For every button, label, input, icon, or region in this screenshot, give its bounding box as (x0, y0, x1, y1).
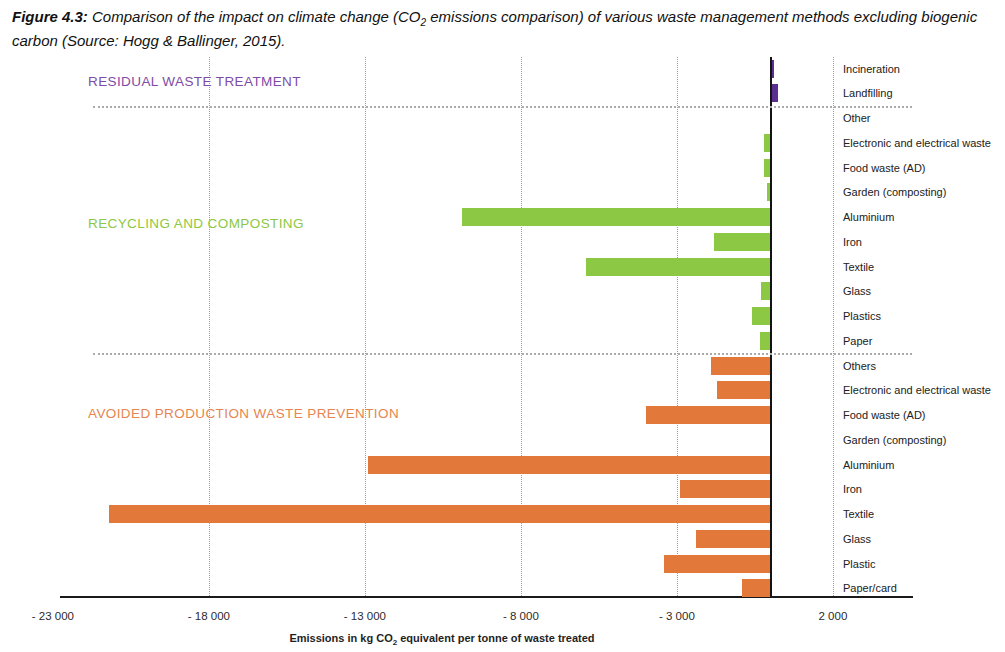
bar-recycling-and-composting-iron (714, 233, 770, 251)
row-label-plastic: Plastic (843, 558, 875, 570)
tick-label--18000: - 18 000 (188, 610, 230, 622)
row-label-paper-card: Paper/card (843, 582, 897, 594)
bar-recycling-and-composting-plastics (752, 307, 771, 325)
row-label-textile: Textile (843, 261, 874, 273)
tick-label--23000: - 23 000 (32, 610, 74, 622)
tick-label-2000: 2 000 (819, 610, 848, 622)
group-label-recycling-and-composting: RECYCLING AND COMPOSTING (88, 215, 304, 230)
bar-avoided-production-waste-prevention-textile (109, 505, 770, 523)
row-label-aluminium: Aluminium (843, 211, 894, 223)
bar-avoided-production-waste-prevention-food-waste-ad (646, 406, 771, 424)
row-label-aluminium: Aluminium (843, 459, 894, 471)
group-label-avoided-production-waste-prevention: AVOIDED PRODUCTION WASTE PREVENTION (88, 405, 399, 420)
row-label-others: Others (843, 360, 876, 372)
row-label-incineration: Incineration (843, 63, 900, 75)
zero-axis-line (770, 57, 772, 596)
gridline-2000 (833, 57, 834, 596)
row-label-textile: Textile (843, 508, 874, 520)
row-label-iron: Iron (843, 483, 862, 495)
bar-avoided-production-waste-prevention-electronic-and-electrical-waste (717, 381, 770, 399)
bar-recycling-and-composting-aluminium (462, 208, 771, 226)
group-label-residual-waste-treatment: RESIDUAL WASTE TREATMENT (88, 74, 301, 89)
row-label-electronic-and-electrical-waste: Electronic and electrical waste (843, 384, 991, 396)
row-label-glass: Glass (843, 533, 871, 545)
bar-avoided-production-waste-prevention-others (711, 357, 770, 375)
group-separator-1 (93, 106, 912, 108)
figure-4-3-page: Figure 4.3: Comparison of the impact on … (0, 0, 1005, 652)
bar-avoided-production-waste-prevention-aluminium (368, 456, 770, 474)
row-label-garden-composting: Garden (composting) (843, 434, 946, 446)
axis-title-text-1: Emissions in kg CO (289, 632, 392, 644)
tick-label--13000: - 13 000 (344, 610, 386, 622)
x-axis-title: Emissions in kg CO2 equivalent per tonne… (60, 632, 824, 647)
figure-caption: Figure 4.3: Comparison of the impact on … (12, 6, 980, 53)
row-label-food-waste-ad: Food waste (AD) (843, 409, 926, 421)
bar-avoided-production-waste-prevention-iron (680, 480, 770, 498)
row-label-paper: Paper (843, 335, 872, 347)
bar-avoided-production-waste-prevention-glass (696, 530, 771, 548)
plot-area: IncinerationLandfillingOtherElectronic a… (60, 57, 913, 598)
row-label-plastics: Plastics (843, 310, 881, 322)
bar-recycling-and-composting-textile (586, 258, 770, 276)
axis-title-text-2: equivalent per tonne of waste treated (397, 632, 594, 644)
bar-avoided-production-waste-prevention-plastic (664, 555, 770, 573)
bar-residual-waste-treatment-landfilling (771, 84, 779, 102)
x-axis-tick-labels: - 23 000- 18 000- 13 000- 8 000- 3 0002 … (60, 610, 913, 626)
row-label-food-waste-ad: Food waste (AD) (843, 162, 926, 174)
tick-label--8000: - 8 000 (503, 610, 539, 622)
tick-label--3000: - 3 000 (659, 610, 695, 622)
row-label-garden-composting: Garden (composting) (843, 186, 946, 198)
row-label-iron: Iron (843, 236, 862, 248)
caption-text-1: Comparison of the impact on climate chan… (88, 8, 421, 25)
row-label-other: Other (843, 112, 871, 124)
figure-label: Figure 4.3: (12, 8, 88, 25)
row-label-glass: Glass (843, 285, 871, 297)
group-separator-2 (93, 353, 912, 355)
row-label-electronic-and-electrical-waste: Electronic and electrical waste (843, 137, 991, 149)
row-label-landfilling: Landfilling (843, 87, 893, 99)
bar-avoided-production-waste-prevention-paper-card (742, 579, 770, 597)
